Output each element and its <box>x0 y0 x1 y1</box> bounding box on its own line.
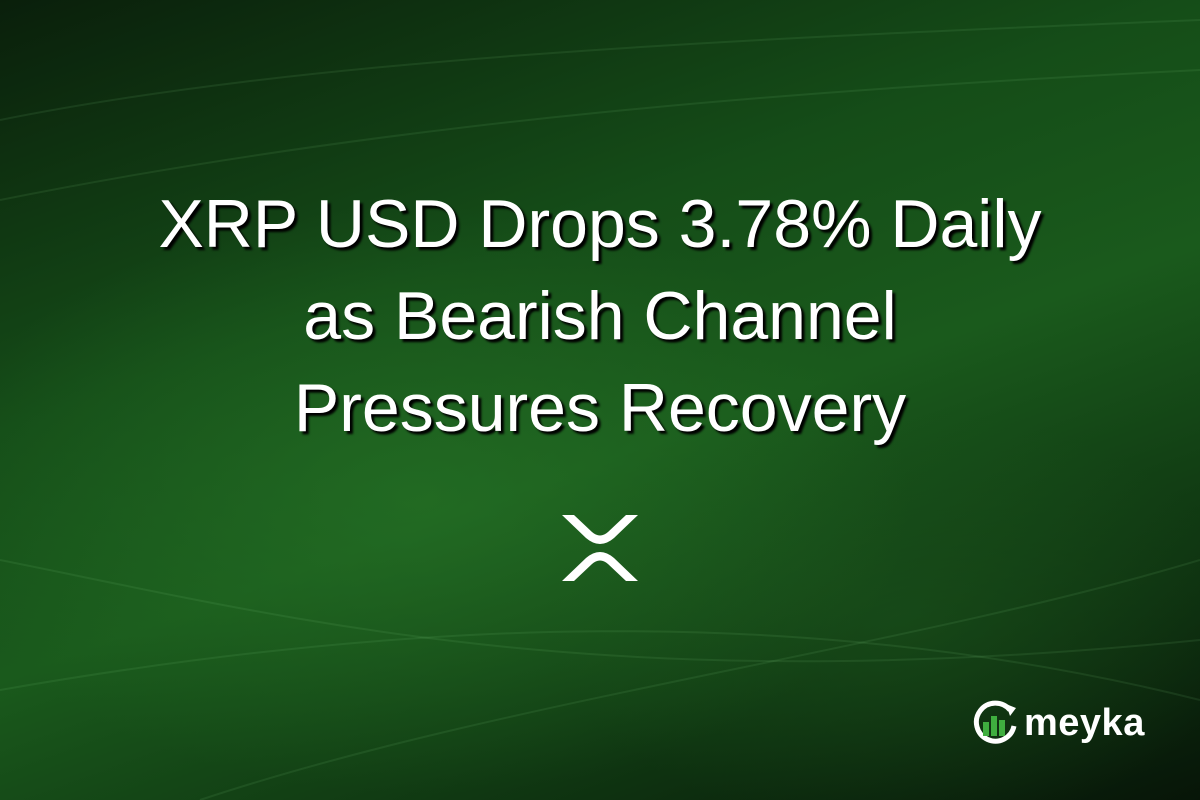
headline-line-2: as Bearish Channel <box>303 278 897 354</box>
meyka-brand: meyka <box>972 700 1145 746</box>
xrp-logo-icon <box>562 515 638 581</box>
headline-line-1: XRP USD Drops 3.78% Daily <box>158 186 1042 262</box>
headline: XRP USD Drops 3.78% Daily as Bearish Cha… <box>0 178 1200 454</box>
headline-line-3: Pressures Recovery <box>293 370 907 446</box>
meyka-logo-icon <box>973 700 1017 744</box>
brand-name: meyka <box>1024 701 1145 744</box>
